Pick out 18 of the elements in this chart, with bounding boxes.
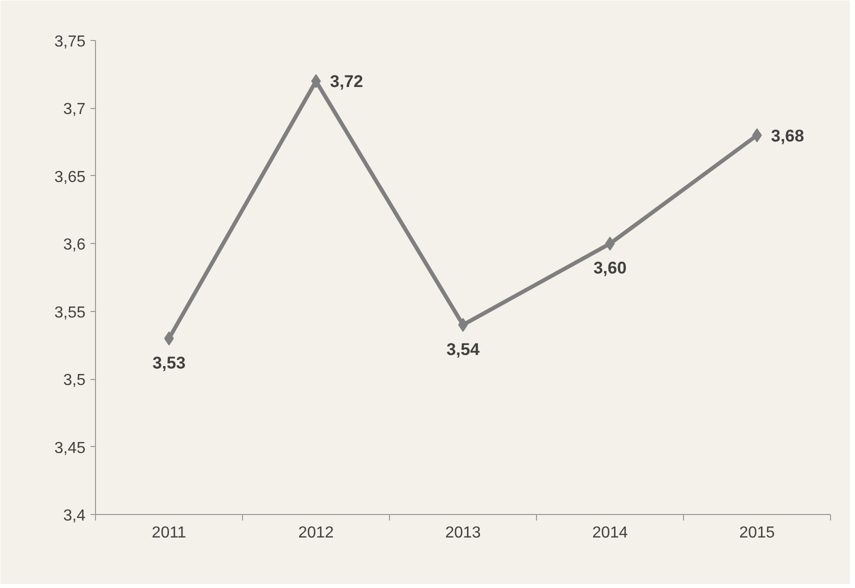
x-tick-label: 2012	[298, 524, 334, 542]
data-label: 3,53	[152, 353, 186, 372]
x-tick-label: 2014	[592, 524, 628, 542]
data-label: 3,54	[446, 340, 480, 359]
x-tick-label: 2013	[445, 524, 481, 542]
y-tick-label: 3,7	[63, 101, 86, 118]
y-tick-label: 3,6	[63, 236, 86, 254]
y-tick-label: 3,55	[54, 304, 86, 322]
data-label: 3,72	[330, 72, 364, 92]
y-tick-label: 3,75	[54, 34, 86, 50]
y-tick-label: 3,65	[54, 168, 86, 186]
data-label: 3,68	[771, 126, 804, 146]
data-label: 3,60	[593, 258, 627, 278]
y-tick-label: 3,4	[63, 508, 86, 524]
y-tick-label: 3,5	[63, 372, 86, 390]
x-tick-label: 2015	[739, 524, 775, 542]
x-tick-label: 2011	[152, 524, 186, 542]
y-tick-label: 3,45	[54, 440, 86, 457]
